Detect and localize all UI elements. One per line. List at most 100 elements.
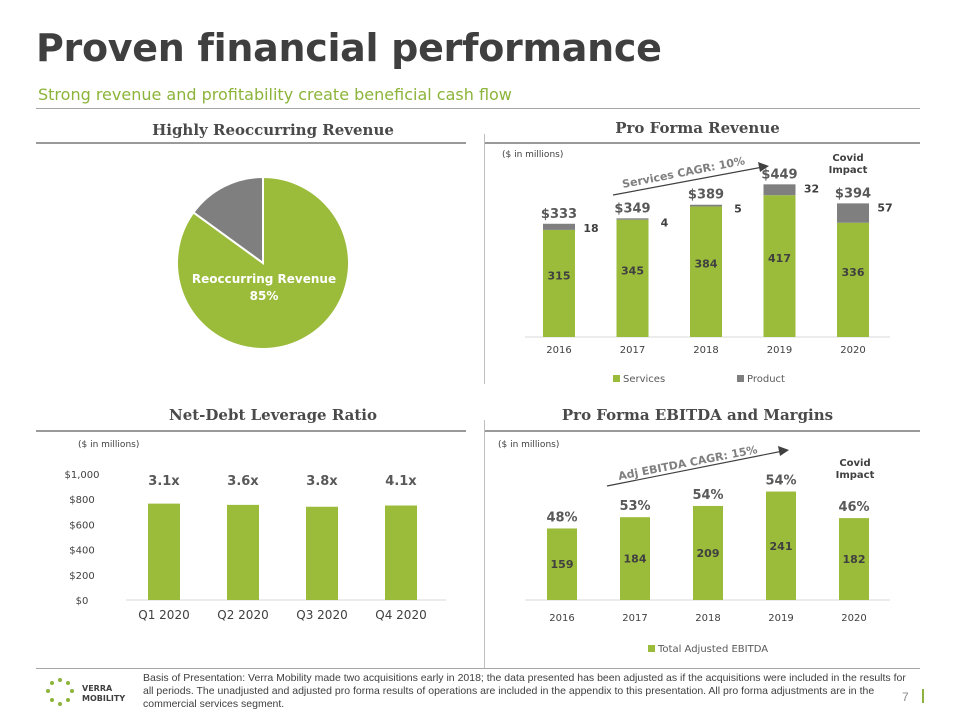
revenue-services-value: 417: [768, 252, 791, 265]
leverage-ratio-label: 3.8x: [306, 474, 338, 489]
pie-label-name: Reoccurring Revenue: [192, 272, 336, 286]
legend-label-product: Product: [747, 374, 785, 385]
revenue-services-value: 345: [621, 264, 644, 277]
ebitda-covid-line2: Impact: [835, 470, 875, 481]
revenue-bar-product: [543, 223, 575, 230]
ebitda-chart: Adj EBITDA CAGR: 15% 159 48% 2016 184 53% 201…: [525, 443, 890, 655]
ebitda-x-tick: 2017: [622, 613, 647, 624]
leverage-y-tick: $800: [69, 495, 94, 506]
ebitda-x-tick: 2018: [695, 613, 720, 624]
verra-mobility-logo: VERRA MOBILITY: [46, 678, 125, 706]
footer-divider: [36, 668, 920, 669]
revenue-bar-services: [616, 219, 649, 337]
revenue-panel-rule: [485, 142, 920, 144]
leverage-bar: [148, 503, 180, 600]
revenue-bar-product: [763, 184, 796, 196]
leverage-bar: [385, 505, 417, 600]
revenue-product-value: 57: [877, 201, 892, 214]
ebitda-panel-rule: [485, 430, 920, 432]
ebitda-margin-label: 48%: [546, 510, 577, 525]
leverage-panel-title: Net-Debt Leverage Ratio: [169, 406, 377, 424]
revenue-cagr-arrowhead: [758, 162, 769, 172]
ebitda-margin-label: 54%: [765, 474, 796, 489]
pie-chart: Reoccurring Revenue 85%: [176, 175, 350, 350]
leverage-bar: [306, 506, 338, 600]
revenue-services-value: 315: [548, 269, 571, 282]
ebitda-cagr-arrowhead: [778, 446, 789, 456]
leverage-ratio-label: 4.1x: [385, 474, 417, 489]
logo-mark-icon: [46, 678, 74, 706]
ebitda-bar: [839, 518, 869, 600]
ebitda-units-note: ($ in millions): [498, 440, 560, 450]
footer-basis-text: Basis of Presentation: Verra Mobility ma…: [143, 672, 906, 710]
ebitda-value: 184: [624, 553, 647, 566]
leverage-x-tick: Q3 2020: [296, 608, 347, 622]
leverage-y-tick: $200: [69, 571, 94, 582]
legend-swatch-product: [737, 375, 744, 382]
leverage-ratio-label: 3.1x: [148, 474, 180, 489]
ebitda-cagr-label: Adj EBITDA CAGR: 15%: [617, 443, 758, 483]
ebitda-margin-label: 54%: [692, 488, 723, 503]
revenue-chart: Services CAGR: 10% 315 18 $333 2016 345 4 $349…: [525, 154, 893, 385]
revenue-product-value: 5: [734, 203, 742, 216]
revenue-bar-services: [690, 206, 722, 337]
revenue-covid-line2: Impact: [828, 165, 868, 176]
revenue-x-tick: 2018: [693, 345, 718, 356]
leverage-y-tick: $0: [76, 596, 89, 607]
page-subtitle: Strong revenue and profitability create …: [38, 85, 512, 104]
ebitda-margin-label: 53%: [619, 499, 650, 514]
leverage-chart: $0 $200 $400 $600 $800 $1,000 3.1x Q1 2020 3.6x Q…: [65, 470, 446, 622]
ebitda-x-tick: 2020: [841, 613, 866, 624]
ebitda-margin-label: 46%: [838, 500, 869, 515]
ebitda-value: 182: [843, 553, 866, 566]
leverage-bar: [227, 504, 259, 600]
revenue-bar-services: [763, 195, 796, 337]
ebitda-value: 159: [551, 558, 574, 571]
revenue-panel-title: Pro Forma Revenue: [615, 119, 780, 137]
leverage-x-tick: Q1 2020: [138, 608, 189, 622]
leverage-y-tick: $1,000: [65, 470, 100, 481]
revenue-product-value: 32: [804, 182, 819, 195]
revenue-bar-services: [837, 222, 869, 337]
revenue-services-value: 336: [842, 266, 865, 279]
leverage-x-tick: Q2 2020: [217, 608, 268, 622]
page-number-bar: [922, 689, 924, 703]
revenue-total-label: $394: [835, 186, 871, 201]
revenue-total-label: $349: [614, 201, 650, 216]
ebitda-value: 241: [770, 540, 793, 553]
ebitda-panel-title: Pro Forma EBITDA and Margins: [561, 406, 834, 424]
legend-label-services: Services: [623, 374, 665, 385]
revenue-bar-product: [837, 203, 869, 223]
ebitda-covid-note: Covid Impact: [825, 458, 885, 482]
revenue-total-label: $449: [761, 167, 797, 182]
revenue-units-note: ($ in millions): [502, 150, 564, 160]
revenue-total-label: $389: [688, 188, 724, 203]
revenue-bar-product: [616, 218, 649, 220]
ebitda-bar: [547, 528, 577, 600]
legend-swatch-ebitda: [648, 645, 655, 652]
revenue-bar-product: [690, 204, 722, 207]
revenue-covid-line1: Covid: [832, 153, 864, 164]
ebitda-bar: [620, 517, 650, 600]
revenue-product-value: 4: [661, 216, 669, 229]
revenue-bar-services: [543, 229, 575, 337]
ebitda-covid-line1: Covid: [839, 458, 871, 469]
leverage-y-tick: $600: [69, 520, 94, 531]
revenue-total-label: $333: [541, 207, 577, 222]
revenue-x-tick: 2017: [620, 345, 645, 356]
leverage-y-tick: $400: [69, 546, 94, 557]
ebitda-bar: [693, 505, 723, 600]
legend-label-ebitda: Total Adjusted EBITDA: [657, 644, 768, 655]
revenue-cagr-label: Services CAGR: 10%: [621, 154, 746, 191]
revenue-covid-note: Covid Impact: [818, 153, 878, 177]
ebitda-value: 209: [697, 547, 720, 560]
revenue-x-tick: 2020: [840, 345, 865, 356]
logo-text-line1: VERRA: [82, 684, 113, 693]
pie-label-value: 85%: [250, 289, 279, 303]
ebitda-x-tick: 2016: [549, 613, 574, 624]
leverage-x-tick: Q4 2020: [375, 608, 426, 622]
ebitda-cagr-arrow: [606, 450, 784, 487]
ebitda-x-tick: 2019: [768, 613, 793, 624]
pie-panel-title: Highly Reoccurring Revenue: [152, 121, 394, 139]
title-divider: [36, 108, 920, 109]
